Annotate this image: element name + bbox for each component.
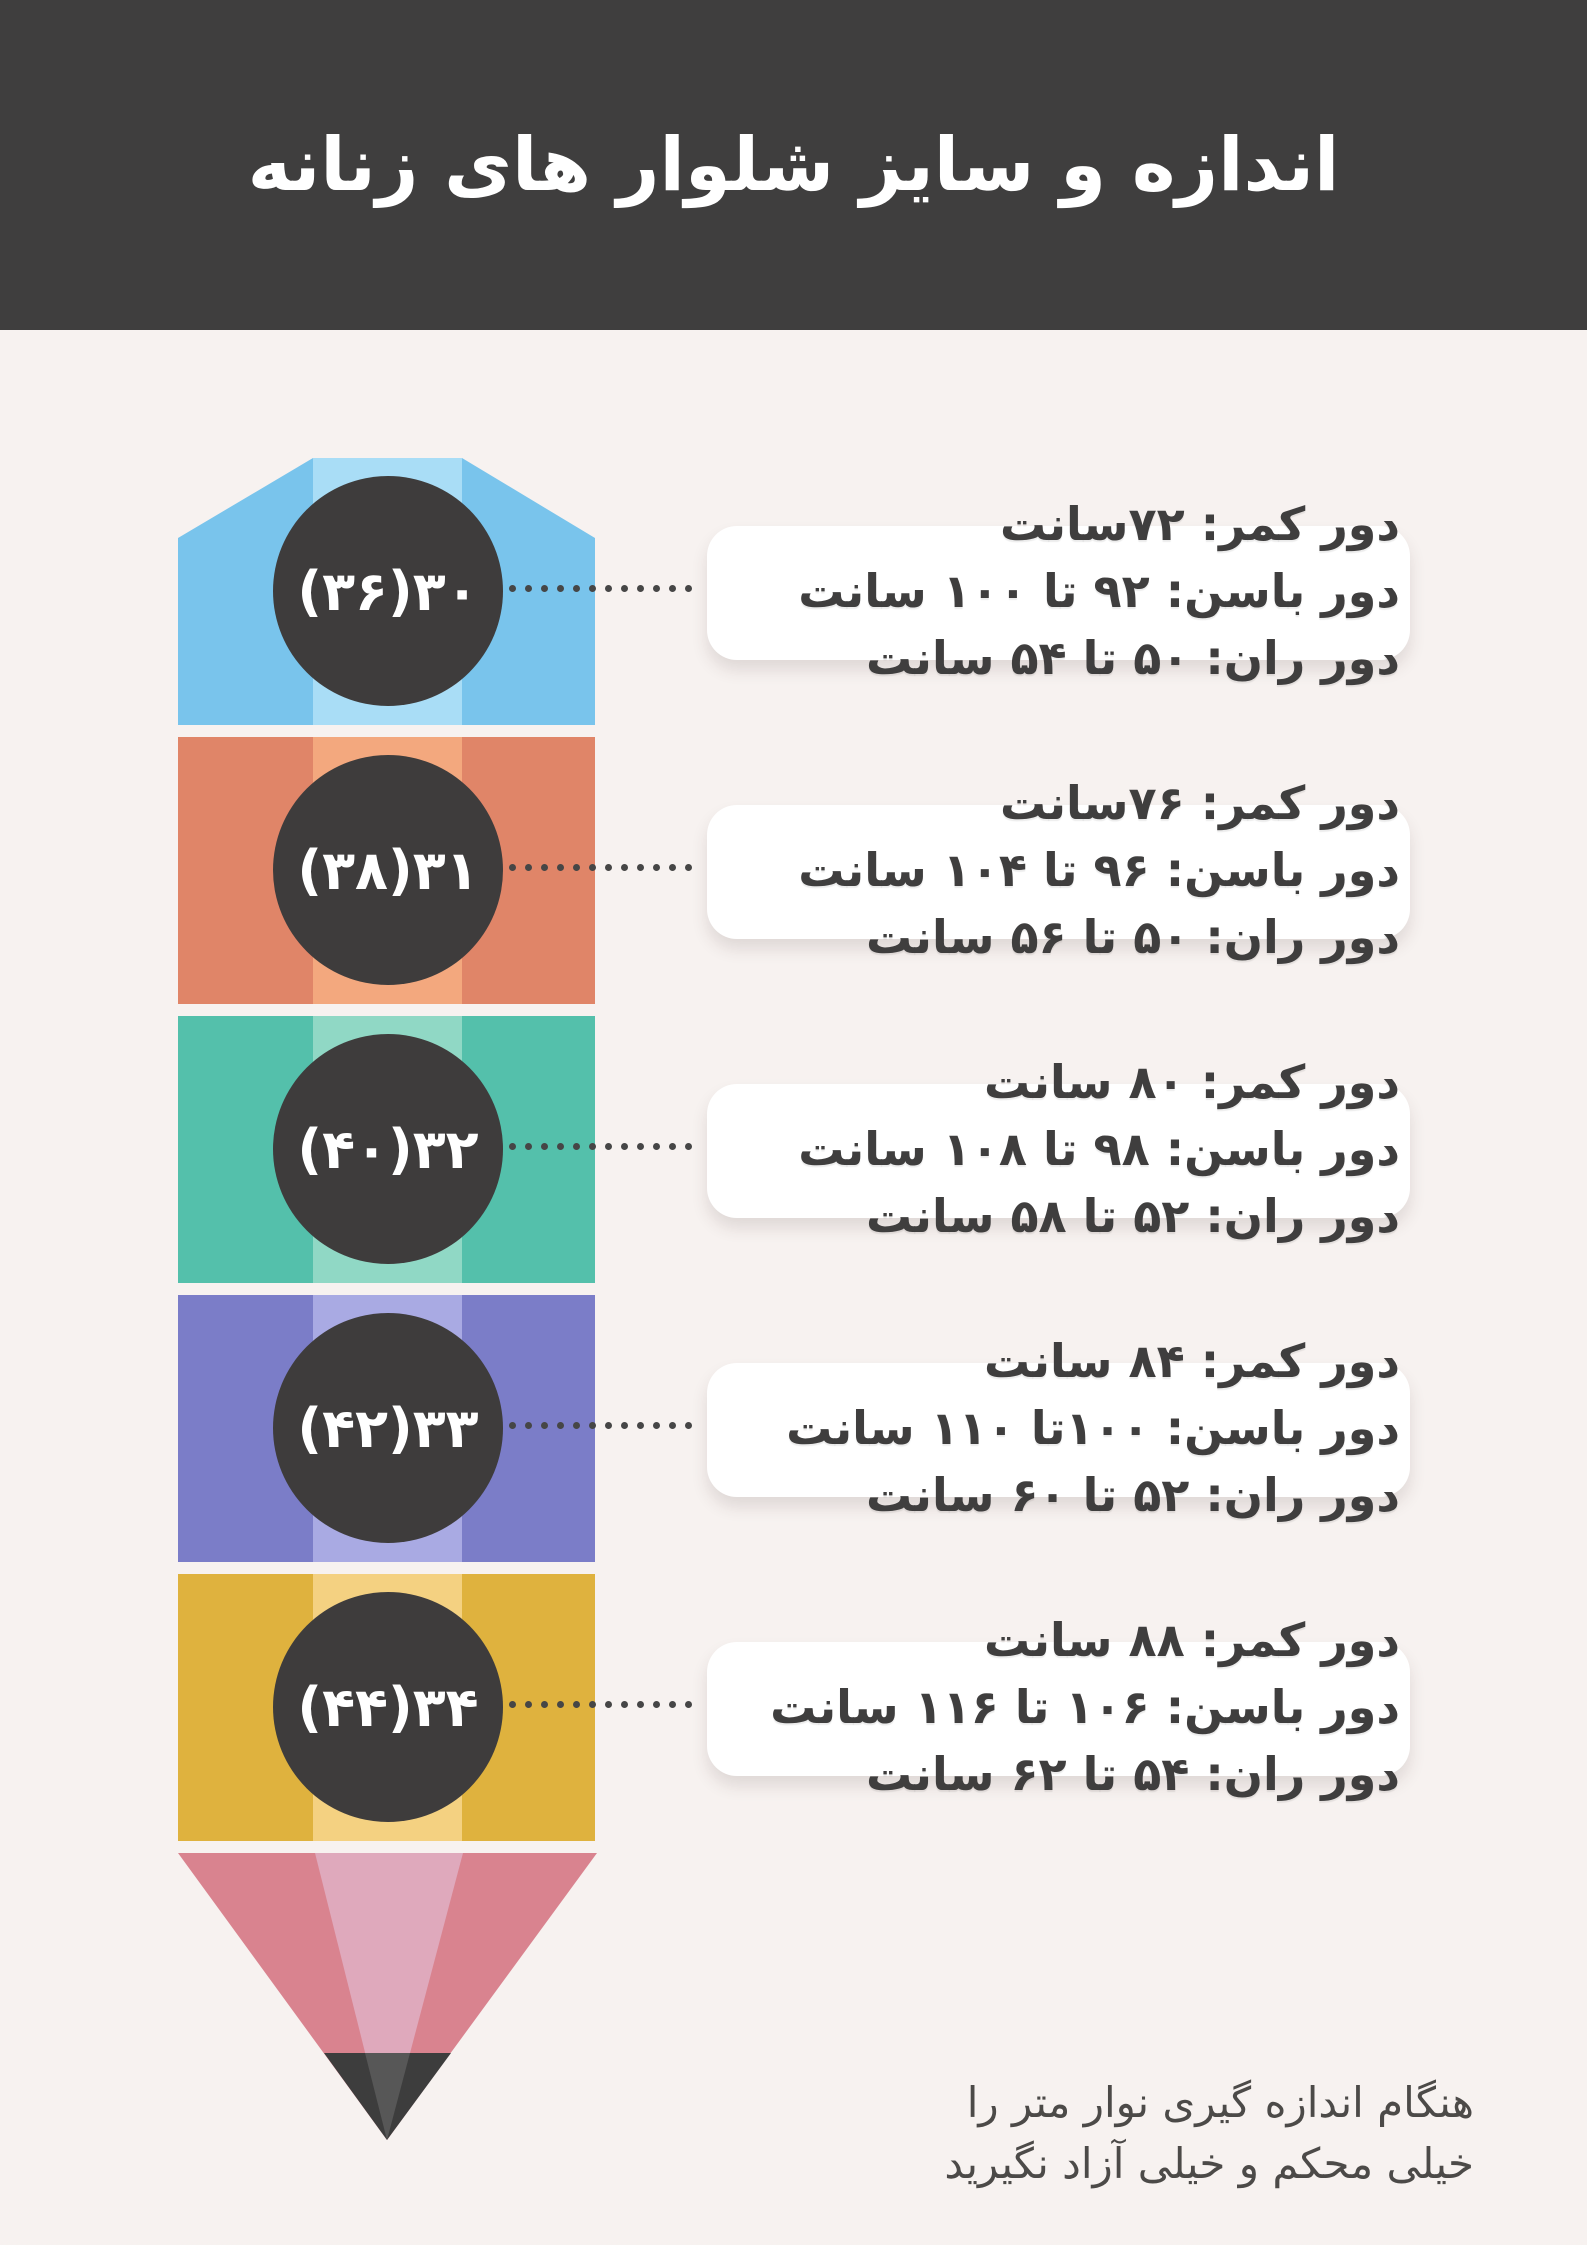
header-banner: اندازه و سایز شلوار های زنانه [0,0,1587,330]
measuring-note-line1: هنگام اندازه گیری نوار متر را [966,2078,1474,2127]
hip-spec: دور باسن: ۱۰۶ تا ۱۱۶ سانت [770,1680,1400,1734]
spec-card [707,526,1410,660]
pencil-segment: ۳۴(۴۴) [178,1574,595,1841]
size-badge: ۳۱(۳۸) [273,755,503,985]
size-row-30-36: ۳۰(۳۶) دور کمر: ۷۲سانت دور باسن: ۹۲ تا ۱… [0,458,1587,725]
waist-spec: دور کمر: ۷۲سانت [1000,497,1400,551]
thigh-spec: دور ران: ۵۲ تا ۵۸ سانت [865,1189,1400,1243]
spec-text: دور کمر: ۷۶سانت دور باسن: ۹۶ تا ۱۰۴ سانت… [640,770,1400,971]
spec-text: دور کمر: ۸۰ سانت دور باسن: ۹۸ تا ۱۰۸ سان… [640,1049,1400,1250]
pencil-tip [178,1853,597,2140]
pencil-segment: ۳۲(۴۰) [178,1016,595,1283]
size-row-31-38: ۳۱(۳۸) دور کمر: ۷۶سانت دور باسن: ۹۶ تا ۱… [0,737,1587,1004]
spec-text: دور کمر: ۸۴ سانت دور باسن: ۱۰۰تا ۱۱۰ سان… [640,1328,1400,1529]
thigh-spec: دور ران: ۵۰ تا ۵۴ سانت [865,631,1400,685]
page-title: اندازه و سایز شلوار های زنانه [247,122,1340,208]
size-row-33-42: ۳۳(۴۲) دور کمر: ۸۴ سانت دور باسن: ۱۰۰تا … [0,1295,1587,1562]
pencil-tip-graphite-facet [365,2053,410,2140]
waist-spec: دور کمر: ۸۸ سانت [984,1613,1400,1667]
hip-spec: دور باسن: ۱۰۰تا ۱۱۰ سانت [786,1401,1400,1455]
pencil-segment: ۳۱(۳۸) [178,737,595,1004]
thigh-spec: دور ران: ۵۲ تا ۶۰ سانت [865,1468,1400,1522]
size-badge: ۳۳(۴۲) [273,1313,503,1543]
spec-text: دور کمر: ۷۲سانت دور باسن: ۹۲ تا ۱۰۰ سانت… [640,491,1400,692]
waist-spec: دور کمر: ۸۴ سانت [984,1334,1400,1388]
hip-spec: دور باسن: ۹۸ تا ۱۰۸ سانت [798,1122,1400,1176]
spec-card [707,805,1410,939]
hip-spec: دور باسن: ۹۲ تا ۱۰۰ سانت [798,564,1400,618]
size-badge: ۳۰(۳۶) [273,476,503,706]
measuring-note-line2: خیلی محکم و خیلی آزاد نگیرید [944,2139,1474,2188]
pencil-segment: ۳۰(۳۶) [178,458,595,725]
thigh-spec: دور ران: ۵۰ تا ۵۶ سانت [865,910,1400,964]
waist-spec: دور کمر: ۷۶سانت [1000,776,1400,830]
pencil-segment: ۳۳(۴۲) [178,1295,595,1562]
dotted-connector [509,584,692,592]
spec-card [707,1363,1410,1497]
spec-card [707,1084,1410,1218]
spec-card [707,1642,1410,1776]
dotted-connector [509,1700,692,1708]
spec-text: دور کمر: ۸۸ سانت دور باسن: ۱۰۶ تا ۱۱۶ سا… [640,1607,1400,1808]
hip-spec: دور باسن: ۹۶ تا ۱۰۴ سانت [798,843,1400,897]
dotted-connector [509,1421,692,1429]
measuring-note: هنگام اندازه گیری نوار متر را خیلی محکم … [574,2072,1474,2194]
dotted-connector [509,863,692,871]
size-badge: ۳۴(۴۴) [273,1592,503,1822]
size-row-32-40: ۳۲(۴۰) دور کمر: ۸۰ سانت دور باسن: ۹۸ تا … [0,1016,1587,1283]
dotted-connector [509,1142,692,1150]
size-badge: ۳۲(۴۰) [273,1034,503,1264]
thigh-spec: دور ران: ۵۴ تا ۶۲ سانت [865,1747,1400,1801]
size-row-34-44: ۳۴(۴۴) دور کمر: ۸۸ سانت دور باسن: ۱۰۶ تا… [0,1574,1587,1841]
waist-spec: دور کمر: ۸۰ سانت [984,1055,1400,1109]
